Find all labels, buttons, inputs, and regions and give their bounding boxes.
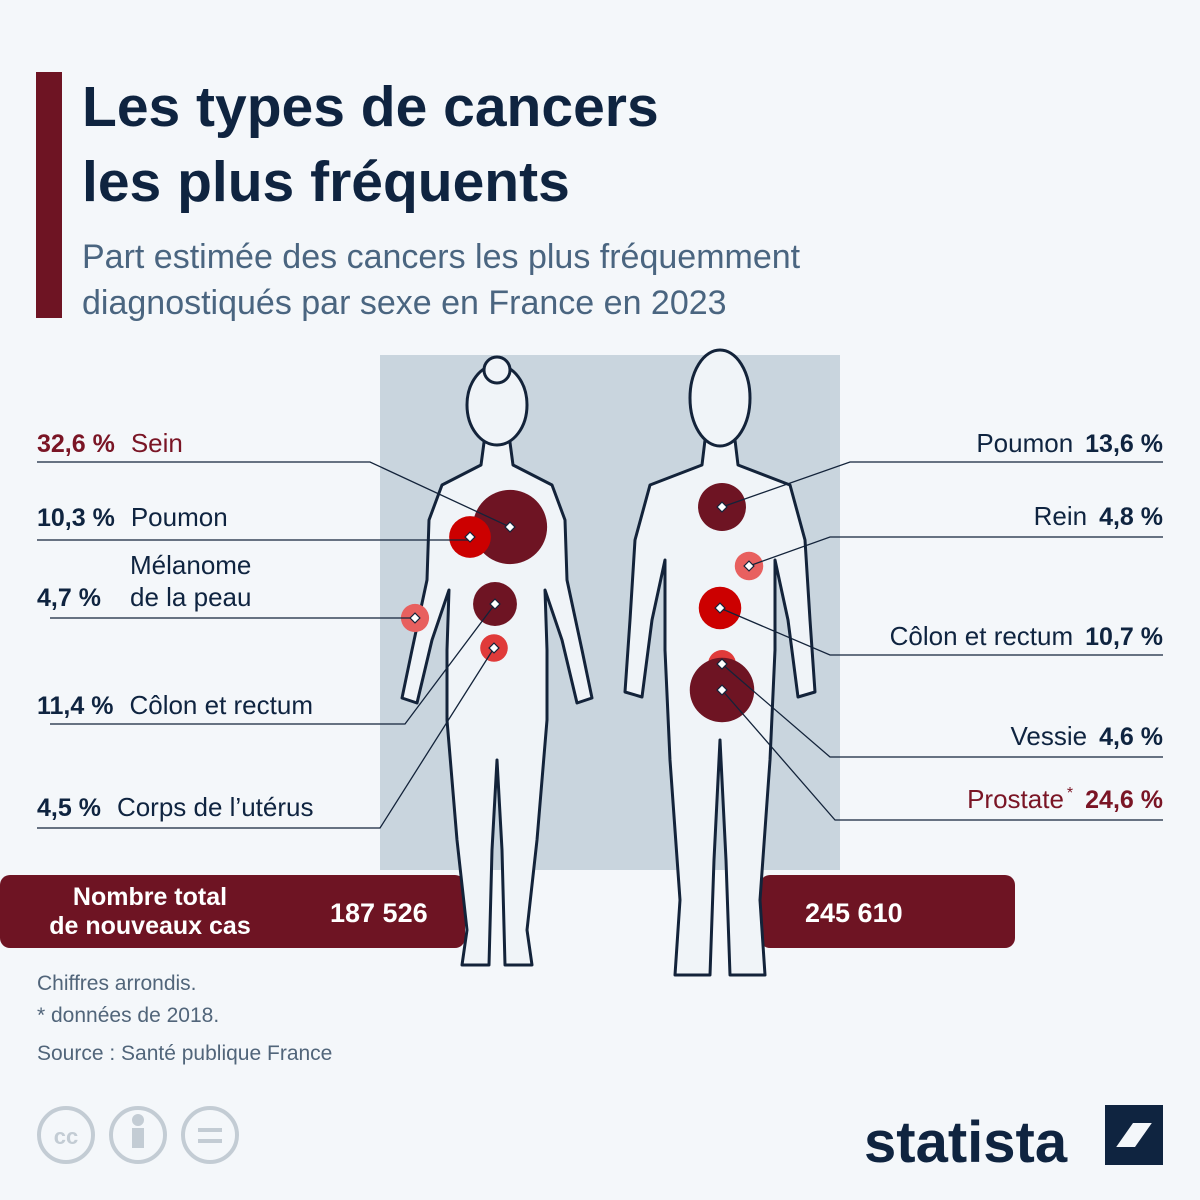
item-label: Poumon 13,6 % bbox=[976, 428, 1163, 458]
category-label: Côlon et rectum bbox=[890, 621, 1074, 651]
category-label: Vessie bbox=[1010, 721, 1087, 751]
item-label: Prostate * 24,6 % bbox=[967, 784, 1163, 814]
category-label: Sein bbox=[131, 428, 183, 458]
note: * données de 2018. bbox=[37, 1004, 219, 1027]
value-label: 4,7 % bbox=[37, 584, 101, 612]
license-icons: cc bbox=[37, 1106, 239, 1164]
anchor-dot bbox=[714, 602, 726, 614]
value-label: 4,8 % bbox=[1099, 503, 1163, 531]
subtitle-line: Part estimée des cancers les plus fréque… bbox=[82, 238, 801, 276]
totals-label: de nouveaux cas bbox=[49, 912, 250, 940]
item-label: 32,6 % Sein bbox=[37, 428, 183, 458]
man-head bbox=[688, 348, 752, 448]
leader-line bbox=[721, 689, 1163, 821]
item-label: Rein 4,8 % bbox=[1034, 501, 1163, 531]
leader-line bbox=[37, 461, 511, 528]
footnote-mark: * bbox=[1067, 785, 1073, 802]
category-label: Corps de l’utérus bbox=[117, 792, 314, 822]
anchor-dot bbox=[716, 501, 728, 513]
value-label: 13,6 % bbox=[1085, 430, 1163, 458]
subtitle-line: diagnostiqués par sexe en France en 2023 bbox=[82, 284, 727, 322]
item-label: 11,4 % Côlon et rectum bbox=[37, 690, 313, 720]
value-label: 10,3 % bbox=[37, 504, 115, 532]
brand-icon bbox=[1105, 1105, 1163, 1165]
women-total: 187 526 bbox=[330, 898, 428, 928]
leader-line bbox=[37, 647, 495, 829]
value-label: 11,4 % bbox=[37, 692, 113, 720]
anchor-dot bbox=[489, 598, 501, 610]
item-label: 10,3 % Poumon bbox=[37, 502, 228, 532]
leader-line bbox=[719, 607, 1163, 656]
brand: statista bbox=[864, 1110, 1068, 1175]
category-label: de la peau bbox=[130, 582, 251, 612]
note: Chiffres arrondis. bbox=[37, 972, 197, 995]
title-line: les plus fréquents bbox=[82, 150, 570, 214]
value-label: 10,7 % bbox=[1085, 623, 1163, 651]
category-label: Côlon et rectum bbox=[129, 690, 313, 720]
title-line: Les types de cancers bbox=[82, 75, 659, 139]
total-bar bbox=[760, 875, 1015, 948]
value-label: 4,6 % bbox=[1099, 723, 1163, 751]
title-accent bbox=[36, 72, 62, 318]
source: Source : Santé publique France bbox=[37, 1042, 332, 1065]
totals-label: Nombre total bbox=[73, 883, 227, 911]
anchor-dot bbox=[504, 521, 516, 533]
item-label: Côlon et rectum 10,7 % bbox=[890, 621, 1163, 651]
total-bar bbox=[0, 875, 465, 948]
anchor-dot bbox=[716, 684, 728, 696]
category-label: Poumon bbox=[131, 502, 228, 532]
value-label: 4,5 % bbox=[37, 794, 101, 822]
category-label: Poumon bbox=[976, 428, 1073, 458]
leader-line bbox=[721, 461, 1163, 508]
value-label: 32,6 % bbox=[37, 430, 115, 458]
anchor-dot bbox=[716, 658, 728, 670]
leader-line bbox=[721, 663, 1163, 758]
category-label: Rein bbox=[1034, 501, 1087, 531]
item-label: Vessie 4,6 % bbox=[1010, 721, 1163, 751]
category-label: Mélanome bbox=[130, 550, 251, 580]
value-label: 24,6 % bbox=[1085, 786, 1163, 814]
anchor-dot bbox=[743, 560, 755, 572]
item-label: 4,5 % Corps de l’utérus bbox=[37, 792, 313, 822]
anchor-dot bbox=[409, 612, 421, 624]
leader-lines bbox=[37, 461, 1163, 829]
category-label: Prostate bbox=[967, 784, 1064, 814]
svg-text:cc: cc bbox=[54, 1124, 78, 1149]
leader-line bbox=[748, 536, 1163, 567]
anchor-dot bbox=[488, 642, 500, 654]
anchor-dot bbox=[464, 531, 476, 543]
woman-silhouette bbox=[400, 433, 594, 967]
woman-bun bbox=[482, 355, 512, 385]
men-total: 245 610 bbox=[805, 898, 903, 928]
leader-line bbox=[50, 603, 496, 725]
